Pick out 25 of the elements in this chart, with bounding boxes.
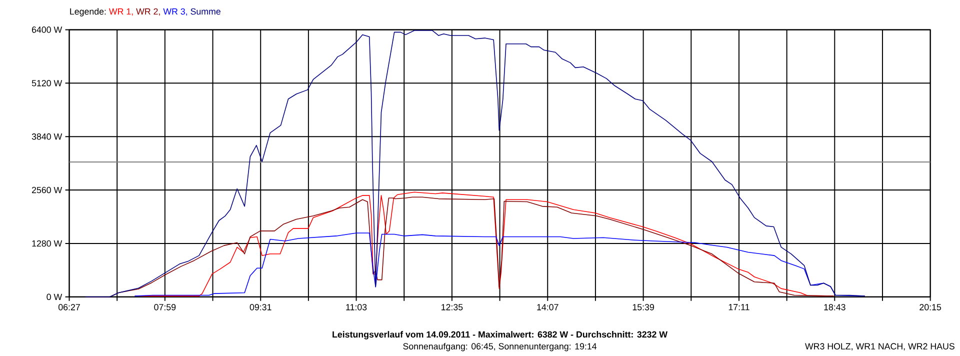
y-tick-label: 2560 W [32, 186, 62, 194]
legend-title: Legende: [70, 8, 106, 16]
x-tick-label: 14:07 [537, 304, 558, 310]
x-tick-label: 06:27 [58, 304, 80, 310]
text: WR 3, [163, 8, 188, 16]
x-tick-label: 15:39 [632, 304, 654, 310]
y-tick-label: 5120 W [32, 80, 62, 86]
x-tick-label: 20:15 [920, 304, 942, 310]
x-tick-label: 17:11 [728, 304, 750, 310]
text: Summe [190, 8, 220, 14]
text: WR3 HOLZ, WR1 NACH, WR2 HAUS [805, 343, 954, 350]
line-series [85, 30, 866, 298]
text: WR 2, [136, 8, 160, 16]
x-tick-label: 18:43 [824, 304, 846, 310]
x-tick-label: 12:35 [442, 304, 463, 310]
y-tick-label: 1280 W [32, 240, 62, 246]
x-tick-label: 11:03 [346, 304, 367, 310]
text: WR 1, [108, 8, 133, 16]
x-tick-label: 09:31 [250, 304, 272, 310]
x-tick-label: 07:59 [154, 304, 176, 310]
y-tick-label: 3840 W [32, 133, 62, 140]
y-tick-label: 0 W [46, 294, 62, 300]
text: Leistungsverlauf vom 14.09.2011 - Maximalwert: 6382 W - Durchschnitt: 3232 W [332, 330, 668, 340]
y-tick-label: 6400 W [32, 26, 62, 33]
text: Sonnenaufgang: 06:45, Sonnenuntergang: 19:14 [403, 342, 597, 352]
